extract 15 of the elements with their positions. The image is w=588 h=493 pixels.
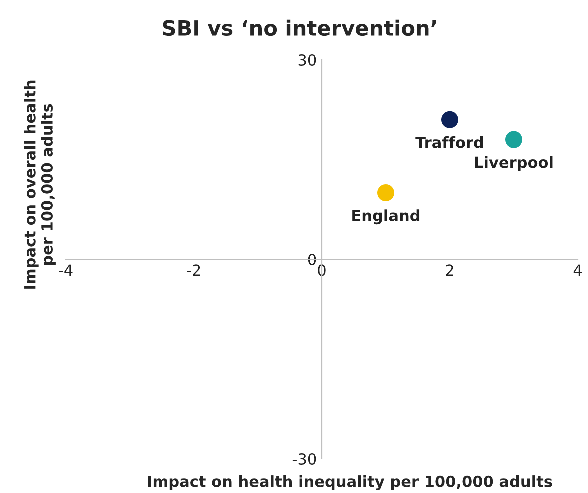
y-axis-title: Impact on overall health per 100,000 adults — [24, 80, 56, 289]
series-label: England — [352, 210, 420, 225]
series-label: Trafford — [416, 136, 484, 148]
x-tick-label: -2 — [187, 264, 200, 276]
point — [377, 184, 395, 202]
point — [441, 111, 459, 128]
y-tick-label: 30 — [298, 54, 316, 66]
chart-title: SBI vs ‘no intervention’ — [163, 20, 436, 36]
series-label: Liverpool — [475, 156, 553, 172]
x-tick-label: 4 — [574, 264, 582, 276]
x-tick-label: -4 — [59, 264, 73, 276]
y-tick-label: -30 — [292, 453, 316, 466]
point — [505, 131, 523, 148]
x-axis-title: Impact on health inequality per 100,000 adults — [148, 476, 552, 490]
x-tick-label: 2 — [446, 264, 454, 276]
